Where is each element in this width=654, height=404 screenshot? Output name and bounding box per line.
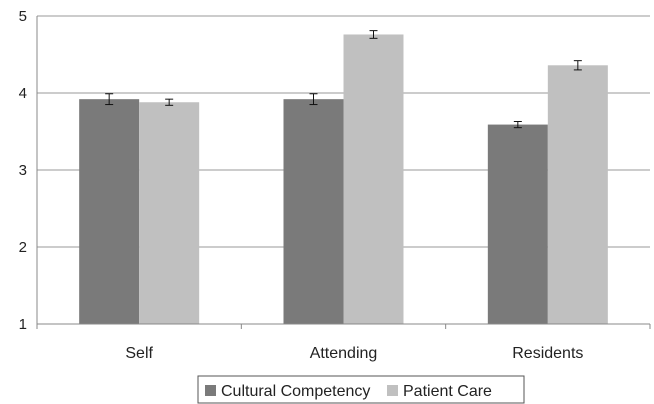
- y-tick-label: 3: [19, 162, 27, 179]
- x-category-label: Self: [125, 345, 153, 362]
- x-category-label: Attending: [310, 345, 378, 362]
- legend-swatch: [205, 385, 216, 396]
- y-tick-label: 2: [19, 239, 27, 256]
- bar: [139, 102, 199, 324]
- legend-label: Patient Care: [403, 383, 492, 400]
- y-tick-label: 5: [19, 8, 27, 25]
- x-category-label: Residents: [512, 345, 583, 362]
- legend-label: Cultural Competency: [221, 383, 370, 400]
- y-tick-label: 1: [19, 316, 27, 333]
- bars: [79, 34, 608, 324]
- bar: [548, 65, 608, 324]
- y-tick-label: 4: [19, 85, 27, 102]
- bar: [79, 99, 139, 324]
- x-axis-categories: Self Attending Residents: [125, 345, 583, 362]
- bar: [488, 125, 548, 324]
- bar: [344, 34, 404, 324]
- legend: Cultural Competency Patient Care: [198, 376, 524, 403]
- bar: [284, 99, 344, 324]
- y-axis-ticks: 1 2 3 4 5: [19, 8, 27, 333]
- legend-swatch: [387, 385, 398, 396]
